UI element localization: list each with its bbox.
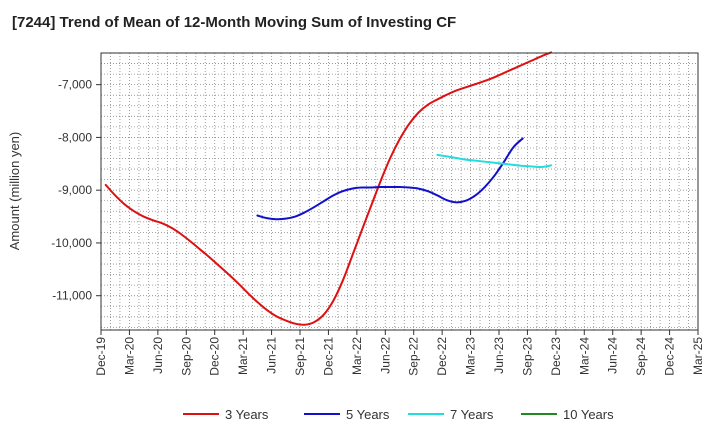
y-axis-title: Amount (million yen) — [7, 132, 22, 251]
x-tick-label: Dec-22 — [435, 337, 449, 376]
x-tick-label: Dec-21 — [321, 337, 335, 376]
x-tick-label: Jun-23 — [492, 337, 506, 374]
legend-label-7-years: 7 Years — [450, 407, 494, 422]
x-tick-label: Sep-23 — [520, 337, 534, 376]
series-line-3-years — [104, 51, 553, 326]
x-tick-label: Jun-22 — [378, 337, 392, 374]
series-line-5-years — [256, 137, 524, 221]
plot-background — [101, 53, 698, 330]
y-tick-label: -7,000 — [58, 78, 92, 92]
x-tick-label: Mar-22 — [350, 337, 364, 375]
legend-label-10-years: 10 Years — [563, 407, 614, 422]
y-tick-label: -11,000 — [52, 289, 92, 303]
y-tick-label: -10,000 — [51, 236, 92, 250]
x-tick-label: Mar-21 — [236, 337, 250, 375]
x-axis-ticks: Dec-19 Mar-20 Jun-20 Sep-20 Dec-20 Mar-21 Jun-… — [94, 330, 705, 376]
x-tick-label: Mar-25 — [691, 337, 705, 375]
x-tick-label: Dec-20 — [208, 337, 222, 376]
series-lines — [104, 51, 553, 326]
legend-label-3-years: 3 Years — [225, 407, 269, 422]
x-tick-label: Mar-20 — [122, 337, 136, 375]
x-tick-label: Dec-23 — [549, 337, 563, 376]
legend: 3 Years 5 Years 7 Years 10 Years — [183, 407, 614, 422]
y-tick-label: -8,000 — [58, 130, 92, 144]
x-tick-label: Jun-20 — [151, 337, 165, 374]
x-tick-label: Jun-24 — [606, 337, 620, 374]
x-tick-label: Dec-24 — [663, 337, 677, 376]
chart-title: [7244] Trend of Mean of 12-Month Moving … — [12, 14, 457, 31]
x-tick-label: Mar-23 — [464, 337, 478, 375]
x-tick-label: Dec-19 — [94, 337, 108, 376]
series-line-7-years — [436, 153, 553, 169]
plot-frame — [100, 52, 699, 331]
x-tick-label: Sep-24 — [634, 337, 648, 376]
legend-label-5-years: 5 Years — [346, 407, 390, 422]
x-tick-label: Jun-21 — [265, 337, 279, 374]
y-tick-label: -9,000 — [58, 183, 92, 197]
x-tick-label: Sep-21 — [293, 337, 307, 376]
x-tick-label: Sep-22 — [407, 337, 421, 376]
y-axis-ticks: -7,000 -8,000 -9,000 -10,000 -11,000 — [51, 78, 101, 303]
x-tick-label: Sep-20 — [179, 337, 193, 376]
x-tick-label: Mar-24 — [577, 337, 591, 375]
